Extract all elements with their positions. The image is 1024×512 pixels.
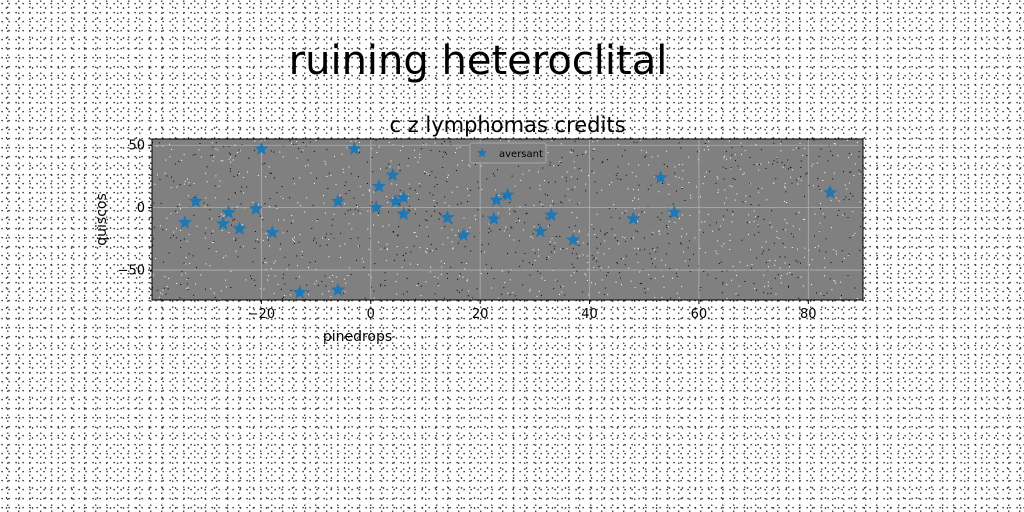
data-point xyxy=(396,206,411,220)
figure-suptitle: ruining heteroclital xyxy=(288,38,668,84)
plot-frame xyxy=(151,138,864,301)
legend-marker xyxy=(476,147,488,158)
data-point xyxy=(823,185,838,199)
x-tick-label: 0 xyxy=(367,307,375,322)
data-point xyxy=(221,205,236,219)
data-point xyxy=(388,193,403,208)
plot-noise xyxy=(152,139,864,301)
x-axis-label: pinedrops xyxy=(323,329,392,345)
data-point xyxy=(265,225,280,239)
data-point xyxy=(486,211,501,225)
data-point xyxy=(626,211,641,225)
data-point xyxy=(215,216,231,230)
y-tick-label: −50 xyxy=(118,264,145,279)
x-tick-label: 80 xyxy=(800,307,817,322)
x-tick-label: 20 xyxy=(472,307,489,322)
data-point xyxy=(385,167,400,182)
data-point xyxy=(330,282,346,297)
data-point xyxy=(456,227,471,242)
data-point xyxy=(396,190,411,204)
data-point xyxy=(667,205,682,219)
data-point xyxy=(566,232,581,247)
y-tick-label: 0 xyxy=(137,201,145,216)
legend-label: aversant xyxy=(499,149,543,160)
data-point xyxy=(489,192,504,207)
y-axis-label: quiscos xyxy=(94,193,110,246)
x-tick-label: 60 xyxy=(691,307,708,322)
data-point xyxy=(292,285,307,299)
data-point xyxy=(544,207,559,222)
plot-area xyxy=(152,139,863,300)
data-point xyxy=(369,200,384,214)
data-point xyxy=(188,193,203,208)
data-point xyxy=(177,215,192,229)
legend-box xyxy=(469,142,547,164)
data-point xyxy=(533,223,548,238)
y-tick-label: 50 xyxy=(128,139,145,154)
data-point xyxy=(254,141,269,156)
data-point xyxy=(248,201,264,215)
chart-title: c z lymphomas credits xyxy=(389,113,625,137)
x-tick-label: 40 xyxy=(581,307,598,322)
data-point xyxy=(232,221,247,235)
data-point xyxy=(371,178,387,193)
data-point xyxy=(440,210,455,224)
x-tick-label: −20 xyxy=(248,307,275,322)
data-point xyxy=(330,193,346,208)
data-point xyxy=(500,187,515,202)
data-point xyxy=(653,170,668,184)
data-point xyxy=(347,141,362,156)
